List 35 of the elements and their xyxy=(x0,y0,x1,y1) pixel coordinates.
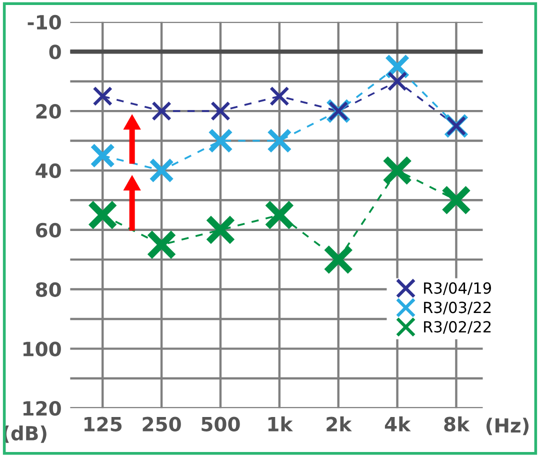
y-tick-label: -10 xyxy=(28,14,61,30)
point xyxy=(149,158,174,183)
point xyxy=(88,200,118,230)
point xyxy=(387,71,408,92)
y-tick-label: 40 xyxy=(36,163,61,178)
point xyxy=(92,86,113,106)
point xyxy=(323,244,354,275)
y-tick-label: 20 xyxy=(36,104,61,119)
point xyxy=(90,143,116,168)
point xyxy=(146,230,177,260)
legend-label: R3/03/22 xyxy=(424,302,491,314)
y-tick-label: 60 xyxy=(36,222,61,238)
x-tick-label: 500 xyxy=(202,416,240,432)
x-tick-label: 8k xyxy=(444,416,470,432)
point xyxy=(208,128,233,154)
legend-label: R3/02/22 xyxy=(424,321,491,334)
y-tick-label: 80 xyxy=(36,282,61,297)
y-tick-label: 120 xyxy=(23,401,61,416)
x-tick-label: 4k xyxy=(384,416,411,432)
y-tick-label: 100 xyxy=(23,342,61,356)
point xyxy=(205,214,236,245)
point xyxy=(266,128,292,154)
y-tick-label: 0 xyxy=(49,44,61,60)
x-tick-label: 2k xyxy=(326,416,352,432)
point xyxy=(382,155,412,186)
point xyxy=(441,185,472,216)
x-tick-label: 250 xyxy=(142,416,181,432)
x-tick-label: 1k xyxy=(268,416,294,432)
point xyxy=(264,200,294,230)
point xyxy=(269,86,290,106)
point xyxy=(152,101,172,121)
point xyxy=(210,101,230,121)
legend-label: R3/04/19 xyxy=(424,282,492,296)
x-tick-label: 125 xyxy=(84,416,122,432)
x-axis-title: (Hz) xyxy=(486,418,529,436)
